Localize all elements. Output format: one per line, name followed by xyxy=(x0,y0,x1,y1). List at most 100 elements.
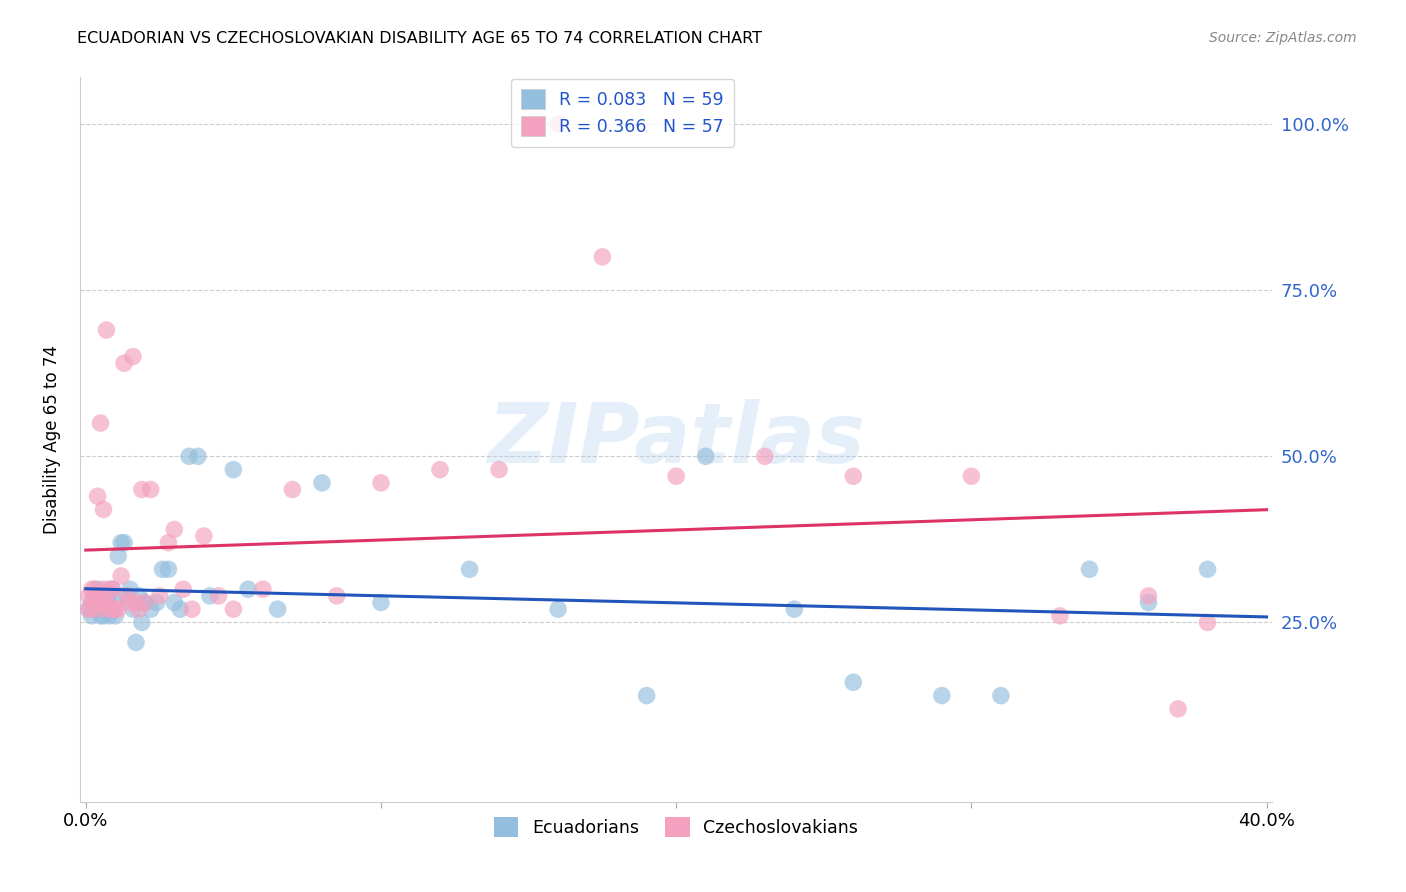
Point xyxy=(458,562,481,576)
Point xyxy=(90,602,112,616)
Point xyxy=(96,595,118,609)
Point xyxy=(311,475,333,490)
Point xyxy=(370,475,392,490)
Point xyxy=(118,582,141,597)
Point xyxy=(112,356,135,370)
Point xyxy=(110,569,132,583)
Point xyxy=(1167,702,1189,716)
Point xyxy=(77,602,100,616)
Point xyxy=(86,489,108,503)
Point xyxy=(90,589,112,603)
Point xyxy=(842,675,865,690)
Point xyxy=(1137,589,1160,603)
Point xyxy=(266,602,288,616)
Y-axis label: Disability Age 65 to 74: Disability Age 65 to 74 xyxy=(44,345,60,534)
Point xyxy=(152,562,174,576)
Point xyxy=(83,595,105,609)
Point xyxy=(77,589,100,603)
Point xyxy=(842,469,865,483)
Point xyxy=(93,595,115,609)
Point xyxy=(104,595,127,609)
Point xyxy=(90,416,112,430)
Point xyxy=(163,595,186,609)
Point xyxy=(90,595,112,609)
Point xyxy=(107,602,129,616)
Point xyxy=(169,602,191,616)
Point xyxy=(370,595,392,609)
Point xyxy=(325,589,347,603)
Point xyxy=(157,535,180,549)
Point xyxy=(488,462,510,476)
Point xyxy=(591,250,613,264)
Point xyxy=(931,689,953,703)
Point xyxy=(198,589,221,603)
Point xyxy=(547,117,569,131)
Point xyxy=(125,595,148,609)
Point xyxy=(754,450,776,464)
Text: Source: ZipAtlas.com: Source: ZipAtlas.com xyxy=(1209,31,1357,45)
Point xyxy=(86,582,108,597)
Point xyxy=(139,602,162,616)
Point xyxy=(101,602,124,616)
Point xyxy=(93,602,115,616)
Text: ZIPatlas: ZIPatlas xyxy=(488,400,865,480)
Point xyxy=(86,602,108,616)
Point xyxy=(222,462,245,476)
Point xyxy=(177,450,200,464)
Point xyxy=(83,589,105,603)
Point xyxy=(80,595,103,609)
Legend: Ecuadorians, Czechoslovakians: Ecuadorians, Czechoslovakians xyxy=(486,810,865,844)
Point xyxy=(107,549,129,563)
Point xyxy=(695,450,717,464)
Point xyxy=(110,535,132,549)
Point xyxy=(128,589,150,603)
Point xyxy=(90,589,112,603)
Point xyxy=(93,502,115,516)
Point xyxy=(122,602,145,616)
Point xyxy=(98,582,121,597)
Point xyxy=(1197,615,1219,630)
Point xyxy=(101,602,124,616)
Point xyxy=(636,689,658,703)
Point xyxy=(960,469,983,483)
Point xyxy=(90,608,112,623)
Point xyxy=(96,323,118,337)
Point xyxy=(86,589,108,603)
Point xyxy=(1049,608,1071,623)
Point xyxy=(96,602,118,616)
Point xyxy=(1197,562,1219,576)
Point xyxy=(80,608,103,623)
Point xyxy=(104,602,127,616)
Point xyxy=(112,535,135,549)
Point xyxy=(148,589,170,603)
Point xyxy=(222,602,245,616)
Point xyxy=(98,595,121,609)
Point xyxy=(101,582,124,597)
Point xyxy=(80,582,103,597)
Point xyxy=(134,595,156,609)
Point xyxy=(115,589,138,603)
Point xyxy=(783,602,806,616)
Point xyxy=(93,608,115,623)
Point xyxy=(134,595,156,609)
Point xyxy=(207,589,229,603)
Text: ECUADORIAN VS CZECHOSLOVAKIAN DISABILITY AGE 65 TO 74 CORRELATION CHART: ECUADORIAN VS CZECHOSLOVAKIAN DISABILITY… xyxy=(77,31,762,46)
Point xyxy=(125,635,148,649)
Point xyxy=(163,523,186,537)
Point xyxy=(98,602,121,616)
Point xyxy=(104,608,127,623)
Point xyxy=(187,450,209,464)
Point xyxy=(83,595,105,609)
Point xyxy=(98,602,121,616)
Point xyxy=(86,595,108,609)
Point xyxy=(181,602,204,616)
Point xyxy=(77,602,100,616)
Point xyxy=(131,615,153,630)
Point xyxy=(115,589,138,603)
Point xyxy=(1078,562,1101,576)
Point xyxy=(172,582,194,597)
Point xyxy=(990,689,1012,703)
Point xyxy=(139,483,162,497)
Point xyxy=(131,483,153,497)
Point xyxy=(665,469,688,483)
